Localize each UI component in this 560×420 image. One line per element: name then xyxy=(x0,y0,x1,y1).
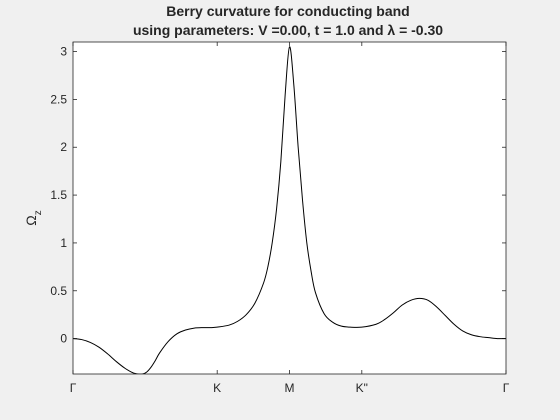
y-axis-label-symbol: Ω xyxy=(23,215,39,225)
x-tick-label: M xyxy=(285,381,295,395)
y-axis-ticks: 0 0.5 1 1.5 2 2.5 3 xyxy=(50,45,506,346)
y-axis-label: Ωz xyxy=(23,210,44,225)
y-tick-label: 2.5 xyxy=(50,92,67,106)
y-axis-label-subscript: z xyxy=(33,210,44,215)
axes-box xyxy=(72,41,507,375)
y-tick-label: 2 xyxy=(60,140,67,154)
x-tick-label: K" xyxy=(356,381,368,395)
svg-text:Ωz: Ωz xyxy=(23,210,44,225)
x-axis-ticks: Γ K M K" Γ xyxy=(70,42,510,395)
x-tick-label: Γ xyxy=(503,381,510,395)
series-line xyxy=(73,46,506,374)
y-tick-label: 1 xyxy=(60,236,67,250)
y-tick-label: 1.5 xyxy=(50,188,67,202)
plot-area xyxy=(73,42,506,374)
x-tick-label: Γ xyxy=(70,381,77,395)
y-tick-label: 0 xyxy=(60,332,67,346)
chart-title-line-1: Berry curvature for conducting band xyxy=(166,3,409,19)
y-tick-label: 3 xyxy=(60,45,67,59)
y-tick-label: 0.5 xyxy=(50,284,67,298)
x-tick-label: K xyxy=(213,381,221,395)
chart-title-line-2: using parameters: V =0.00, t = 1.0 and λ… xyxy=(133,22,443,38)
